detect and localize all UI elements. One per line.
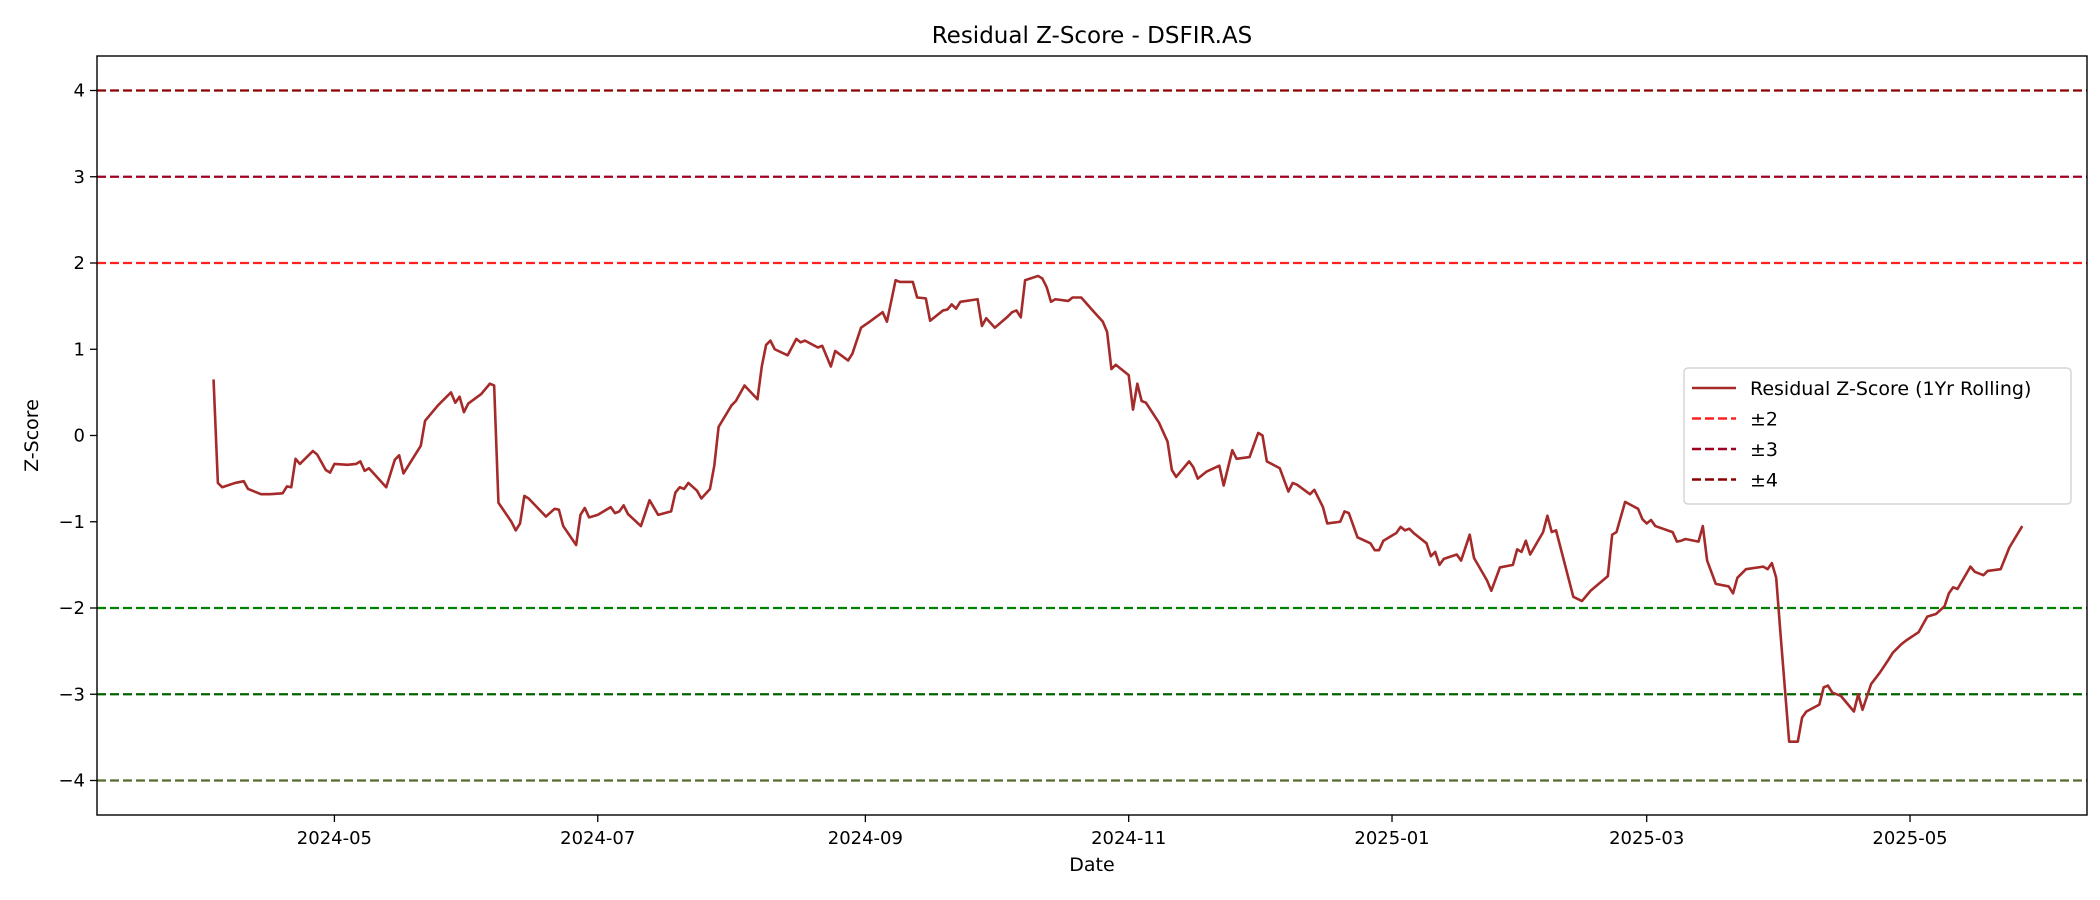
series-line-residual-zscore: [212, 274, 2024, 743]
x-axis-label: Date: [1069, 854, 1114, 876]
x-tick-label: 2025-03: [1609, 828, 1684, 849]
y-tick-label: 2: [74, 253, 85, 274]
reference-lines-layer: [97, 89, 2087, 782]
x-tick-label: 2025-05: [1872, 828, 1947, 849]
y-tick-label: 0: [74, 426, 85, 447]
legend: Residual Z-Score (1Yr Rolling) ±2 ±3 ±4: [1683, 367, 2072, 505]
y-axis-label: Z-Score: [21, 399, 43, 472]
y-tick-label: −1: [58, 512, 85, 533]
legend-label: ±4: [1750, 470, 1778, 492]
y-tick-label: −2: [58, 598, 85, 619]
y-tick-label: −3: [58, 684, 85, 705]
series-layer: [212, 274, 2024, 743]
x-tick-label: 2024-07: [560, 828, 635, 849]
legend-label: Residual Z-Score (1Yr Rolling): [1750, 378, 2031, 400]
y-tick-label: 1: [74, 339, 85, 360]
x-tick-label: 2024-11: [1091, 828, 1166, 849]
y-tick-label: 4: [74, 81, 85, 102]
chart-title: Residual Z-Score - DSFIR.AS: [932, 23, 1253, 49]
y-tick-label: −4: [58, 771, 85, 792]
legend-label: ±3: [1750, 439, 1778, 461]
y-tick-label: 3: [74, 167, 85, 188]
x-tick-label: 2025-01: [1354, 828, 1429, 849]
x-tick-label: 2024-09: [828, 828, 903, 849]
legend-label: ±2: [1750, 409, 1778, 431]
x-axis: 2024-05 2024-07 2024-09 2024-11 2025-01 2025-…: [297, 815, 1948, 849]
legend-box: [1683, 367, 2072, 505]
y-axis: 4 3 2 1 0 −1 −2 −3 −4: [58, 81, 97, 792]
x-tick-label: 2024-05: [297, 828, 372, 849]
